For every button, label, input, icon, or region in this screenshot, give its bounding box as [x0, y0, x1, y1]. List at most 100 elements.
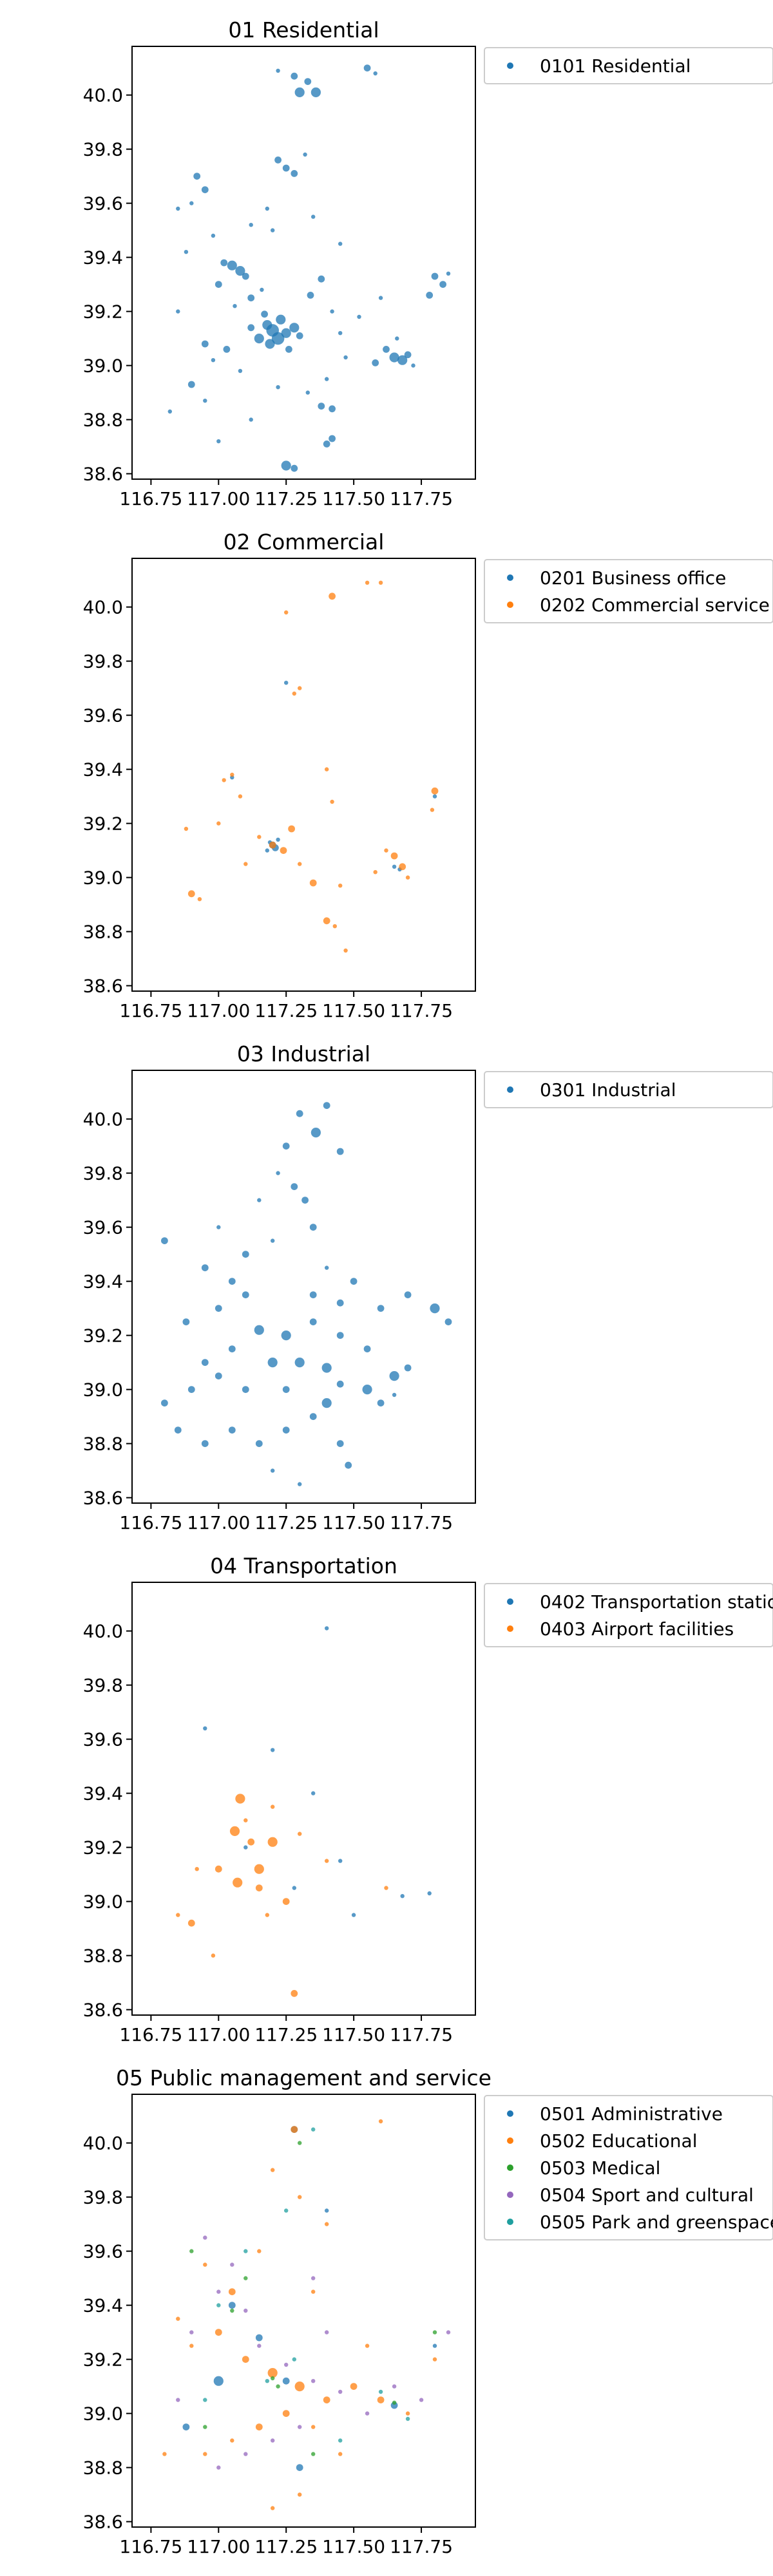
data-point-series-2 [176, 2316, 180, 2321]
data-point-series-1 [254, 334, 264, 344]
data-point-series-2 [338, 884, 343, 888]
y-tick-label: 40.0 [83, 85, 123, 106]
data-point-series-2 [271, 2168, 275, 2172]
data-point-series-2 [323, 2396, 330, 2404]
data-point-series-1 [329, 405, 336, 413]
data-point-series-2 [215, 2329, 222, 2336]
legend-label: 0202 Commercial service [540, 594, 770, 616]
x-tick-label: 117.25 [254, 488, 318, 509]
legend: 0501 Administrative 0502 Educational 0503 … [484, 2095, 773, 2240]
data-point-series-1 [276, 385, 280, 390]
data-point-series-1 [255, 1440, 263, 1448]
y-tick-label: 39.6 [83, 1729, 123, 1750]
data-point-series-2 [284, 610, 289, 615]
x-tick-label: 116.75 [119, 1512, 182, 1533]
legend-label: 0403 Airport facilities [540, 1618, 734, 1640]
y-tick-label: 39.4 [83, 759, 123, 781]
x-tick-label: 116.75 [119, 488, 182, 509]
data-point-series-1 [336, 1299, 344, 1307]
data-point-series-4 [176, 2398, 180, 2402]
data-point-series-3 [311, 2452, 316, 2456]
data-point-series-1 [187, 1386, 195, 1394]
data-point-series-2 [432, 2357, 437, 2362]
y-tick-label: 39.4 [83, 1783, 123, 1804]
data-point-series-4 [257, 2344, 262, 2348]
data-point-series-5 [338, 2438, 343, 2443]
data-point-series-1 [271, 1748, 275, 1752]
y-tick-label: 39.2 [83, 2349, 123, 2371]
y-tick-label: 38.8 [83, 1434, 123, 1455]
data-point-series-1 [216, 1225, 221, 1229]
data-point-series-2 [230, 2438, 234, 2443]
data-point-series-1 [176, 206, 180, 211]
data-point-series-3 [271, 2376, 275, 2381]
data-point-series-1 [426, 292, 434, 299]
y-tick-label: 39.4 [83, 247, 123, 269]
data-point-series-1 [271, 1238, 275, 1243]
legend: 0101 Residential [484, 47, 773, 84]
data-point-series-1 [432, 794, 437, 799]
data-point-series-2 [291, 1990, 298, 1997]
data-point-series-1 [249, 223, 253, 227]
data-point-series-2 [282, 1898, 290, 1906]
data-point-series-1 [351, 1913, 356, 1917]
data-point-series-2 [365, 580, 370, 585]
data-point-series-1 [235, 266, 245, 276]
y-tick-label: 40.0 [83, 2133, 123, 2154]
data-point-series-2 [203, 2452, 207, 2456]
data-point-series-5 [284, 2208, 289, 2213]
data-point-series-1 [318, 402, 325, 410]
data-point-series-2 [203, 2262, 207, 2267]
data-point-series-1 [233, 304, 237, 308]
data-point-series-1 [213, 2376, 224, 2386]
data-point-series-1 [325, 1626, 329, 1631]
x-tick-label: 117.50 [322, 2024, 385, 2045]
data-point-series-1 [311, 214, 316, 219]
data-point-series-5 [311, 2127, 316, 2132]
panel-title: 05 Public management and service [116, 2065, 491, 2090]
data-point-series-1 [216, 439, 221, 444]
data-point-series-2 [243, 862, 248, 866]
x-tick-label: 117.50 [322, 1512, 385, 1533]
data-point-series-2 [233, 1877, 243, 1888]
data-point-series-2 [280, 847, 287, 854]
data-point-series-5 [203, 2398, 207, 2402]
x-tick-label: 117.75 [390, 1000, 453, 1021]
data-point-series-2 [384, 848, 388, 853]
data-point-series-2 [325, 1859, 329, 1863]
y-tick-label: 39.8 [83, 1675, 123, 1696]
y-tick-label: 39.4 [83, 2295, 123, 2316]
y-tick-label: 39.4 [83, 1271, 123, 1293]
data-point-series-1 [392, 864, 397, 869]
data-point-series-1 [338, 242, 343, 246]
data-point-series-1 [228, 2302, 236, 2309]
data-point-series-1 [309, 1318, 317, 1325]
plot-area [184, 580, 439, 953]
data-point-series-4 [338, 2389, 343, 2394]
data-point-series-1 [189, 201, 194, 205]
data-point-series-1 [400, 1894, 405, 1899]
y-tick-label: 39.6 [83, 1217, 123, 1238]
data-point-series-2 [338, 2452, 343, 2456]
data-point-series-2 [325, 2222, 329, 2226]
x-tick-label: 117.25 [254, 2536, 318, 2557]
data-point-series-2 [195, 1867, 199, 1871]
data-point-series-1 [305, 390, 310, 395]
data-point-series-1 [291, 464, 298, 472]
data-point-series-1 [345, 1461, 352, 1469]
data-point-series-2 [255, 1884, 263, 1892]
data-point-series-2 [291, 2126, 298, 2134]
y-tick-label: 38.6 [83, 2000, 123, 2021]
data-point-series-1 [291, 1183, 298, 1190]
y-tick-label: 39.8 [83, 1163, 123, 1184]
data-point-series-1 [350, 1278, 358, 1285]
data-point-series-1 [318, 275, 325, 283]
panel-title: 02 Commercial [224, 529, 385, 554]
data-point-series-4 [230, 2262, 234, 2267]
data-point-series-2 [298, 686, 302, 690]
data-point-series-1 [187, 381, 195, 388]
legend-marker [507, 1598, 513, 1605]
legend-label: 0402 Transportation station [540, 1591, 773, 1613]
legend-box [484, 47, 773, 84]
